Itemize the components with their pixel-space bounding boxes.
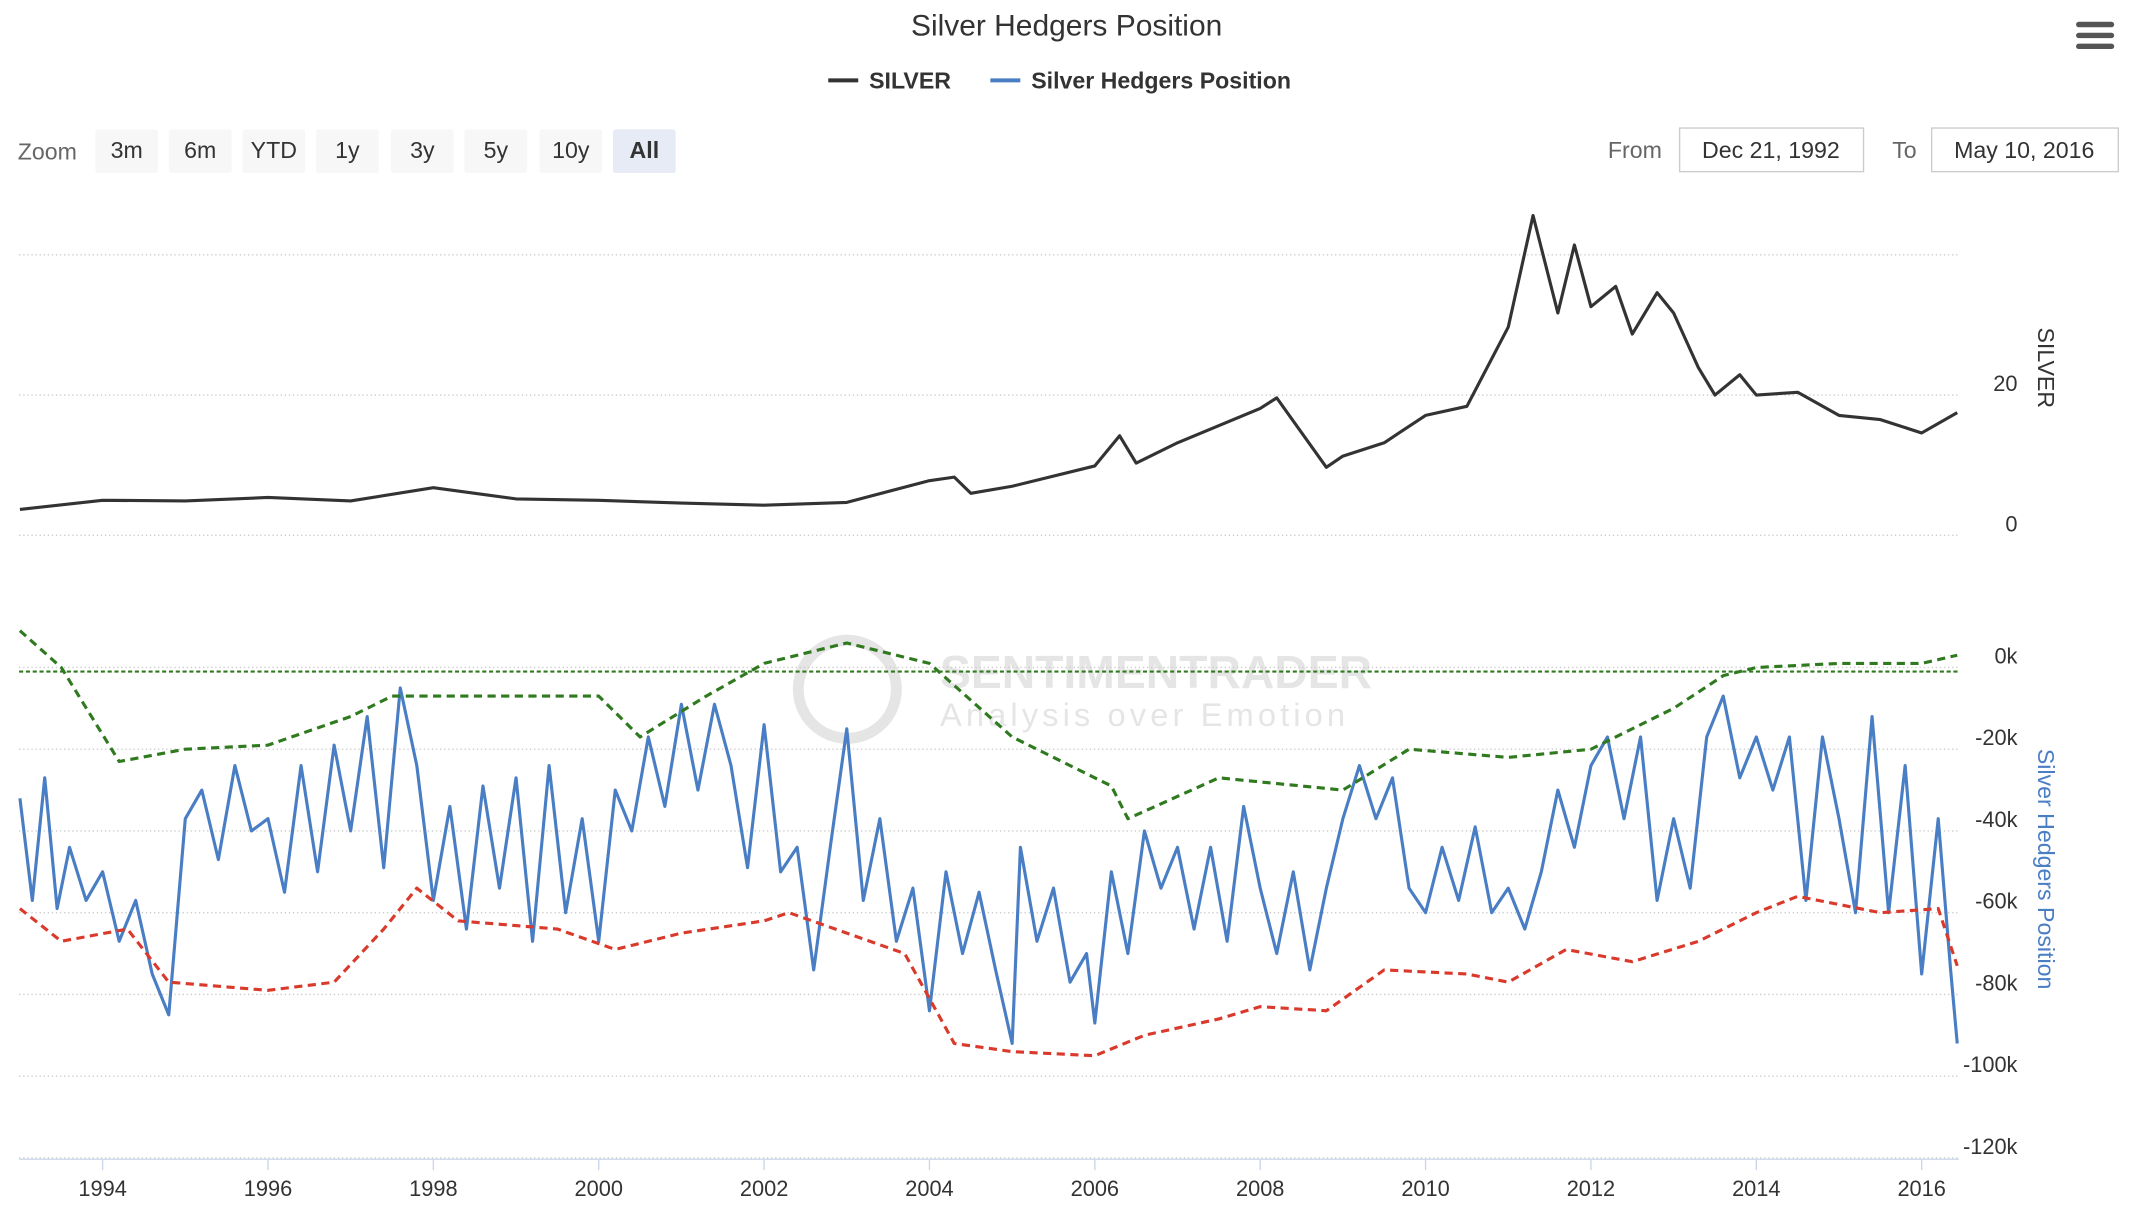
zoom-button[interactable] xyxy=(613,129,676,174)
zoom-button[interactable] xyxy=(390,129,454,174)
zoom-button-label: 5y xyxy=(484,137,509,163)
zoom-button[interactable] xyxy=(168,129,232,174)
x-tick-label: 2000 xyxy=(574,1176,622,1201)
y-axis-title: Silver Hedgers Position xyxy=(2033,749,2059,990)
legend-label[interactable]: Silver Hedgers Position xyxy=(1031,68,1291,94)
to-value: May 10, 2016 xyxy=(1954,137,2094,163)
x-tick-label: 2016 xyxy=(1897,1176,1945,1201)
zoom-button[interactable] xyxy=(316,129,379,174)
from-label: From xyxy=(1608,137,1662,163)
menu-bar xyxy=(2076,32,2115,39)
zoom-button[interactable] xyxy=(95,129,159,174)
x-tick-label: 2006 xyxy=(1071,1176,1119,1201)
x-tick-label: 2012 xyxy=(1567,1176,1615,1201)
legend-label[interactable]: SILVER xyxy=(869,68,951,94)
zoom-button-label: All xyxy=(630,137,660,163)
zoom-label: Zoom xyxy=(18,138,77,164)
x-tick-label: 2002 xyxy=(740,1176,788,1201)
x-tick-label: 2008 xyxy=(1236,1176,1284,1201)
x-tick-label: 1998 xyxy=(409,1176,457,1201)
y-tick-label: 0 xyxy=(2005,511,2017,536)
y-tick-label: 0k xyxy=(1994,643,2017,668)
series-line xyxy=(18,886,1959,1058)
zoom-button-label: 1y xyxy=(335,137,360,163)
zoom-button-label: YTD xyxy=(251,137,297,163)
x-tick-label: 2014 xyxy=(1732,1176,1780,1201)
zoom-button-label: 3m xyxy=(111,137,143,163)
y-tick-label: -40k xyxy=(1975,807,2017,832)
menu-bar xyxy=(2076,21,2115,28)
x-tick-label: 1994 xyxy=(78,1176,126,1201)
zoom-button-label: 3y xyxy=(410,137,435,163)
menu-bar xyxy=(2076,43,2115,50)
zoom-button[interactable] xyxy=(242,129,306,174)
y-tick-label: -120k xyxy=(1963,1134,2018,1159)
x-tick-label: 2004 xyxy=(905,1176,953,1201)
y-tick-label: -80k xyxy=(1975,970,2017,995)
series-line xyxy=(18,629,1958,821)
y-tick-label: -100k xyxy=(1963,1052,2018,1077)
x-tick-label: 1996 xyxy=(244,1176,292,1201)
from-input[interactable] xyxy=(1678,127,1865,173)
watermark-logo xyxy=(792,634,902,744)
y-axis-title: SILVER xyxy=(2033,327,2059,408)
zoom-button[interactable] xyxy=(539,129,603,174)
series-line xyxy=(19,213,1959,511)
x-tick-label: 2010 xyxy=(1401,1176,1449,1201)
watermark-tagline: Analysis over Emotion xyxy=(940,696,1349,733)
zoom-button-label: 6m xyxy=(184,137,216,163)
from-value: Dec 21, 1992 xyxy=(1702,137,1840,163)
chart-title: Silver Hedgers Position xyxy=(911,9,1222,42)
y-tick-label: -20k xyxy=(1975,725,2017,750)
watermark: SENTIMENTRADER Analysis over Emotion xyxy=(792,634,1372,744)
y-tick-label: 20 xyxy=(1993,371,2017,396)
to-input[interactable] xyxy=(1930,127,2119,173)
to-label: To xyxy=(1892,137,1916,163)
zoom-button[interactable] xyxy=(464,129,528,174)
zoom-button-label: 10y xyxy=(552,137,590,163)
y-tick-label: -60k xyxy=(1975,889,2017,914)
menu-button[interactable] xyxy=(2076,21,2115,50)
series-line xyxy=(18,686,1959,1046)
